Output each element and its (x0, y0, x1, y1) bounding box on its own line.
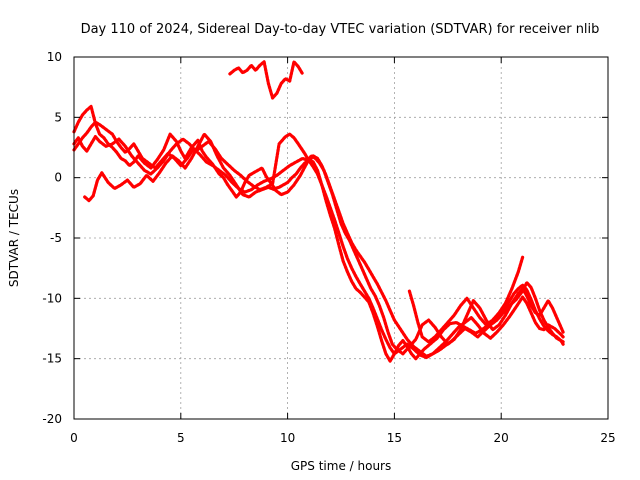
x-tick-label: 10 (280, 431, 295, 445)
chart-title: Day 110 of 2024, Sidereal Day-to-day VTE… (81, 22, 600, 37)
y-tick-label: -20 (42, 412, 62, 426)
y-tick-label: 0 (54, 171, 62, 185)
y-tick-label: -10 (42, 291, 62, 305)
series-core-day-4 (84, 132, 564, 355)
y-axis-label: SDTVAR / TECUs (7, 189, 21, 287)
x-tick-label: 20 (494, 431, 509, 445)
series-core-day-5 (229, 60, 304, 100)
x-tick-label: 25 (600, 431, 615, 445)
series-core-day-6 (408, 257, 524, 343)
x-tick-label: 0 (70, 431, 78, 445)
y-tick-label: -5 (50, 231, 62, 245)
y-tick-label: -15 (42, 352, 62, 366)
x-tick-label: 15 (387, 431, 402, 445)
x-axis-label: GPS time / hours (291, 459, 392, 473)
data-series-group (72, 60, 565, 363)
x-tick-label: 5 (177, 431, 185, 445)
y-tick-label: 5 (54, 110, 62, 124)
y-tick-label: 10 (47, 50, 62, 64)
axis-ticks: 0 5 10 15 20 25 -20 -15 -10 -5 0 5 10 (42, 50, 615, 445)
